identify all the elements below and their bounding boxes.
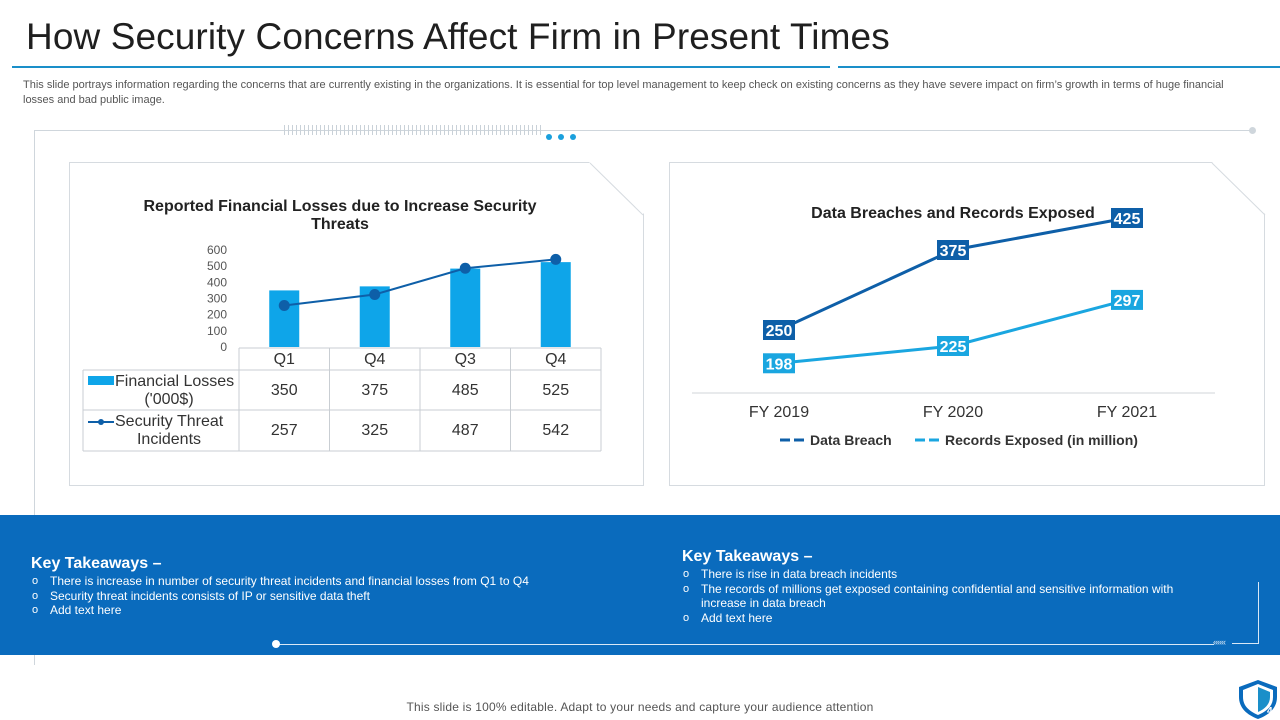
takeaway-item: Add text here (31, 603, 631, 618)
data-label-box (937, 240, 969, 260)
frame-end-dot (1249, 127, 1256, 134)
shield-icon: 4 (1239, 680, 1277, 719)
data-label: 198 (766, 356, 793, 373)
data-label: 257 (271, 422, 298, 439)
frame-left-line (34, 130, 35, 665)
data-label: 375 (940, 243, 967, 260)
data-label: 297 (1114, 293, 1141, 310)
data-label: 487 (452, 422, 479, 439)
data-label: 485 (452, 382, 479, 399)
category-label: FY 2020 (923, 404, 983, 421)
takeaway-item: There is rise in data breach incidents (682, 567, 1202, 582)
band-decor-vline (1258, 582, 1259, 644)
line-point (369, 288, 381, 300)
takeaways-list-left: There is increase in number of security … (31, 574, 631, 618)
slide-title: How Security Concerns Affect Firm in Pre… (26, 16, 890, 57)
category-label: FY 2021 (1097, 404, 1157, 421)
slide-footer: This slide is 100% editable. Adapt to yo… (406, 700, 874, 714)
category-label: Q1 (274, 351, 295, 368)
breach-chart-title: Data Breaches and Records Exposed (811, 205, 1095, 222)
band-decor-hline (1232, 643, 1259, 644)
y-tick-label: 100 (207, 324, 227, 338)
data-label-box (937, 336, 969, 356)
line-point (550, 253, 562, 265)
y-tick-label: 0 (220, 340, 227, 354)
takeaways-list-right: There is rise in data breach incidents T… (682, 567, 1202, 625)
takeaway-item: The records of millions get exposed cont… (682, 582, 1202, 611)
data-label-box (763, 320, 795, 340)
data-label: 425 (1114, 211, 1141, 228)
legend-label: Incidents (137, 431, 201, 448)
card-fold-corner-right (1211, 162, 1266, 216)
legend-label: Financial Losses (115, 373, 234, 390)
page-number: 4 (1267, 706, 1273, 717)
band-decor-line (276, 644, 1214, 645)
frame-tick-pattern (284, 125, 544, 135)
card-fold-corner (589, 162, 644, 216)
category-label: Q4 (364, 351, 385, 368)
category-label: FY 2019 (749, 404, 809, 421)
line-point (278, 299, 290, 311)
legend-label: ('000$) (144, 391, 193, 408)
data-label: 542 (542, 422, 569, 439)
financial-chart-title: Reported Financial Losses due to Increas… (143, 198, 537, 233)
band-chevrons-icon: ««« (1213, 637, 1226, 647)
takeaway-item: Security threat incidents consists of IP… (31, 589, 631, 604)
data-label: 375 (361, 382, 388, 399)
category-label: Q3 (455, 351, 476, 368)
takeaway-item: Add text here (682, 611, 1202, 626)
takeaways-heading-right: Key Takeaways – (682, 548, 813, 565)
title-underline (12, 66, 830, 68)
takeaways-heading-left: Key Takeaways – (31, 555, 162, 572)
bar (450, 268, 481, 347)
data-label: 350 (271, 382, 298, 399)
category-label: Q4 (545, 351, 566, 368)
line-point (459, 262, 471, 274)
data-label: 225 (940, 339, 967, 356)
legend-label: Security Threat (115, 413, 224, 430)
y-tick-label: 300 (207, 292, 227, 306)
y-tick-label: 200 (207, 308, 227, 322)
series-line (284, 258, 556, 307)
y-tick-label: 600 (207, 243, 227, 257)
data-label-box (763, 353, 795, 374)
data-label: 525 (542, 382, 569, 399)
legend-bar-swatch (88, 376, 114, 385)
title-underline-right (838, 66, 1280, 68)
legend-line-swatch (98, 419, 104, 425)
y-tick-label: 400 (207, 275, 227, 289)
legend-label: Records Exposed (in million) (945, 432, 1138, 448)
data-label: 250 (766, 323, 793, 340)
bar (269, 290, 300, 347)
takeaway-item: There is increase in number of security … (31, 574, 631, 589)
data-label-box (1111, 289, 1143, 310)
financial-losses-chart: 0 100 200 300 400 500 600 Q1 Q4 Q3 Q4 350 375 485 525 2… (82, 243, 602, 452)
frame-top-line (34, 130, 1252, 131)
slide-subtitle: This slide portrays information regardin… (23, 79, 1224, 106)
data-label-box (1111, 208, 1143, 228)
y-tick-label: 500 (207, 259, 227, 273)
band-decor-dot (272, 640, 280, 648)
data-label: 325 (361, 422, 388, 439)
legend-label: Data Breach (810, 432, 892, 448)
data-breaches-chart: 250 375 425 198 225 297 FY 2019 FY 2020 FY 2021 D… (692, 208, 1215, 448)
frame-dots (546, 127, 582, 145)
bar (540, 262, 571, 347)
